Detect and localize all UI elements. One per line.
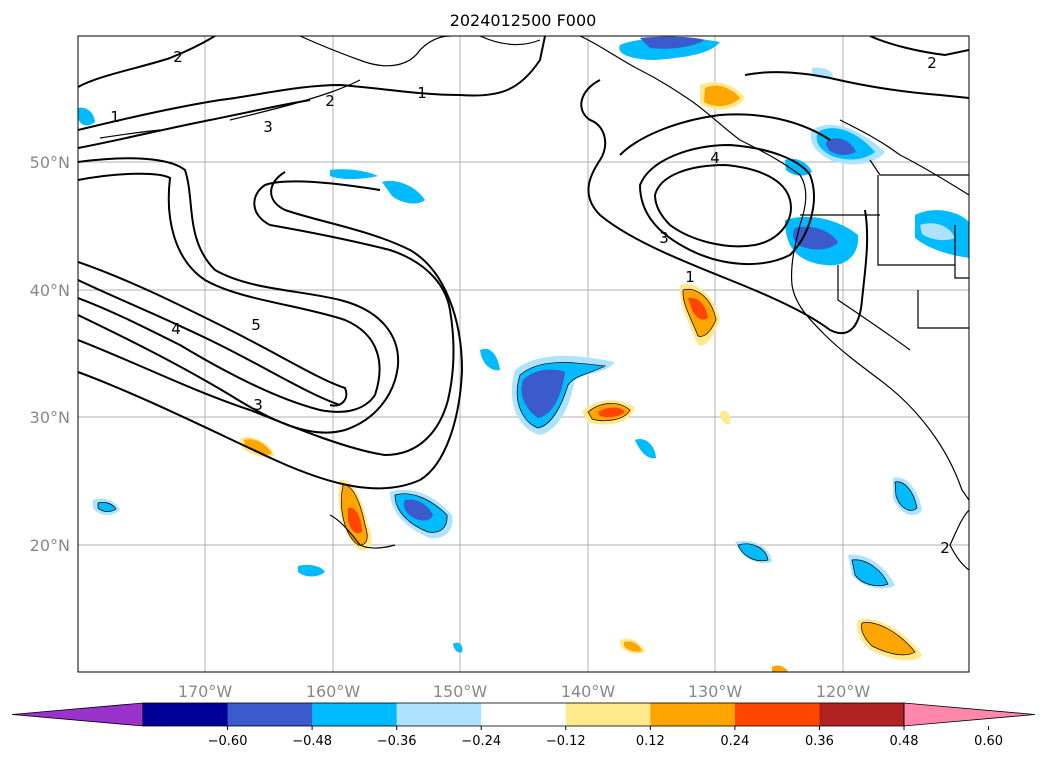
colorbar-segment: [227, 703, 313, 726]
colorbar-ticks: −0.60 −0.48 −0.36 −0.24 −0.12 0.12 0.24 0.36 0.4…: [208, 726, 1003, 749]
contour-label: 2: [173, 48, 183, 66]
contour-label: 1: [685, 268, 695, 286]
contour-label: 4: [171, 320, 181, 338]
contour-label: 3: [253, 396, 263, 414]
colorbar-tick-label: 0.24: [720, 734, 749, 749]
colorbar-segment: [312, 703, 398, 726]
lat-label: 50°N: [30, 153, 70, 172]
lon-label: 130°W: [688, 682, 743, 701]
lon-label: 150°W: [433, 682, 488, 701]
contour-label: 2: [325, 92, 335, 110]
lat-label: 40°N: [30, 281, 70, 300]
colorbar-tick-label: −0.60: [208, 734, 248, 749]
colorbar-tick-label: −0.48: [292, 734, 332, 749]
latitude-labels: 50°N 40°N 30°N 20°N: [30, 153, 70, 555]
colorbar-tick-label: −0.36: [377, 734, 417, 749]
contour-label: 2: [927, 54, 937, 72]
contour-label: 1: [417, 84, 427, 102]
contour-label: 4: [710, 149, 720, 167]
contour-labels: 2 2 1 2 3 4 3 1 5 4 3 2 1: [110, 48, 950, 557]
colorbar-tick-label: 0.48: [890, 734, 919, 749]
contour-label: 3: [263, 118, 273, 136]
colorbar-segments: [11, 702, 1036, 727]
colorbar-segment: [396, 703, 482, 726]
colorbar-tick-label: 0.12: [636, 734, 665, 749]
lon-label: 160°W: [306, 682, 361, 701]
colorbar-segment: [481, 703, 567, 726]
colorbar-segment: [819, 703, 905, 726]
colorbar-tick-label: 0.60: [974, 734, 1003, 749]
contour-label: 3: [659, 229, 669, 247]
lat-label: 30°N: [30, 408, 70, 427]
colorbar-extend-high: [903, 702, 1036, 727]
contour-label: 1: [110, 108, 120, 126]
lon-label: 140°W: [561, 682, 616, 701]
colorbar-tick-label: −0.24: [461, 734, 501, 749]
colorbar: −0.60 −0.48 −0.36 −0.24 −0.12 0.12 0.24 0.36 0.4…: [11, 702, 1036, 749]
lat-label: 20°N: [30, 536, 70, 555]
lon-label: 170°W: [178, 682, 233, 701]
contour-label: 5: [251, 316, 261, 334]
colorbar-segment: [650, 703, 736, 726]
height-contours: [78, 36, 969, 490]
contour-label: 2: [940, 539, 950, 557]
map-border: [77, 35, 970, 673]
map-title: 2024012500 F000: [450, 11, 597, 30]
colorbar-tick-label: 0.36: [805, 734, 834, 749]
colorbar-tick-label: −0.12: [546, 734, 586, 749]
lon-label: 120°W: [816, 682, 871, 701]
fill-outlines: [97, 288, 918, 656]
colorbar-extend-low: [11, 702, 144, 727]
colorbar-segment: [734, 703, 820, 726]
colorbar-outline: [142, 702, 905, 727]
colorbar-segment: [565, 703, 651, 726]
colorbar-segment: [143, 703, 229, 726]
longitude-labels: 170°W 160°W 150°W 140°W 130°W 120°W: [178, 682, 871, 701]
